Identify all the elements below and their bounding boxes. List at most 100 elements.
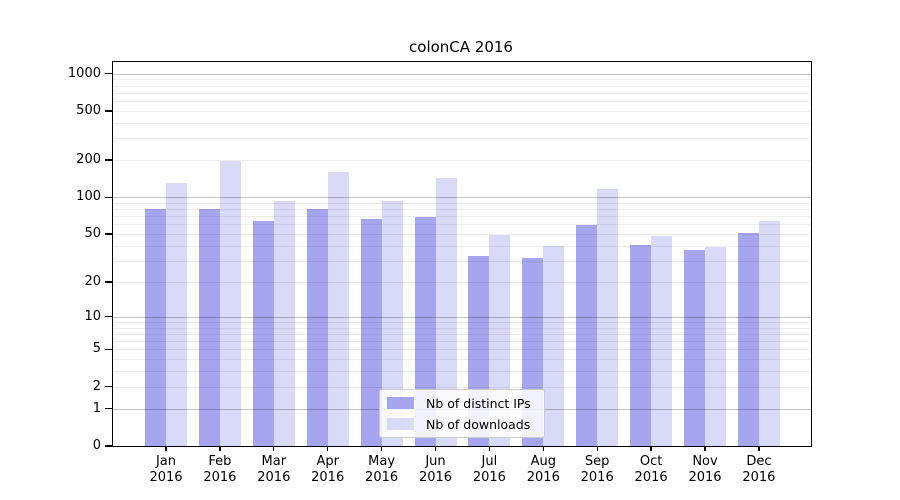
y-tick-label: 10 xyxy=(84,308,101,324)
gridline-minor xyxy=(113,260,811,262)
bar-downloads-jun xyxy=(435,178,457,446)
bar-downloads-apr xyxy=(327,171,349,446)
gridline-minor xyxy=(113,216,811,218)
month-label: Jul xyxy=(481,454,498,469)
year-label: 2016 xyxy=(311,470,345,485)
y-tick-mark xyxy=(105,281,112,283)
y-tick-label: 0 xyxy=(92,438,101,453)
y-tick-label: 200 xyxy=(76,152,101,168)
month-label: Jun xyxy=(425,454,446,469)
year-label: 2016 xyxy=(580,470,614,485)
y-tick-mark xyxy=(105,348,112,351)
bar-downloads-mar xyxy=(273,201,295,446)
legend-row: Nb of downloads xyxy=(387,414,537,435)
plot-area: 0 1 2 5 10 20 50 100 200 500 1000 Jan 2016 Feb 2016 Mar… xyxy=(68,61,812,485)
bar-downloads-oct xyxy=(651,236,673,446)
bar-ips-may xyxy=(360,218,382,446)
year-label: 2016 xyxy=(742,470,776,485)
legend-swatch-icon xyxy=(387,397,414,409)
bar-ips-jun xyxy=(414,217,436,446)
y-tick-mark xyxy=(105,110,112,112)
y-tick-mark xyxy=(105,159,112,161)
x-tick-mark xyxy=(380,446,383,451)
gridline-minor xyxy=(113,79,811,81)
gridline-major xyxy=(113,316,811,318)
gridline-minor xyxy=(113,327,811,329)
gridline-minor xyxy=(113,101,811,103)
bar-ips-dec xyxy=(737,233,759,446)
month-label: Mar xyxy=(261,454,287,469)
gridline-minor xyxy=(113,359,811,361)
month-label: Dec xyxy=(746,454,772,469)
gridline-minor xyxy=(113,138,811,140)
x-tick-label-aug: Aug 2016 xyxy=(511,454,575,486)
y-tick-mark xyxy=(105,407,112,410)
bar-downloads-may xyxy=(381,200,403,446)
gridline-minor xyxy=(113,111,811,112)
x-tick-mark xyxy=(165,446,167,451)
gridline-minor xyxy=(113,224,811,226)
year-label: 2016 xyxy=(472,470,506,485)
y-tick-mark xyxy=(105,196,112,198)
gridline-minor xyxy=(113,371,811,373)
y-tick-label: 2 xyxy=(92,378,101,394)
gridline-minor xyxy=(113,202,811,204)
gridline-minor xyxy=(113,209,811,211)
bar-downloads-nov xyxy=(705,247,726,446)
x-tick-label-dec: Dec 2016 xyxy=(727,454,791,486)
x-tick-mark xyxy=(219,446,221,451)
y-tick-mark xyxy=(105,72,112,75)
legend-label: Nb of downloads xyxy=(426,416,531,432)
bar-ips-sep xyxy=(576,225,598,446)
x-tick-label-apr: Apr 2016 xyxy=(296,454,360,486)
month-label: Nov xyxy=(692,454,718,469)
x-tick-label-mar: Mar 2016 xyxy=(242,454,306,486)
legend-swatch-icon xyxy=(387,418,414,430)
month-label: Feb xyxy=(208,454,232,469)
gridline-major xyxy=(113,197,811,199)
y-tick-mark xyxy=(105,386,112,388)
bar-downloads-sep xyxy=(597,188,619,446)
gridline-minor xyxy=(113,386,811,388)
y-tick-mark xyxy=(105,445,112,447)
x-tick-label-jan: Jan 2016 xyxy=(134,454,198,486)
bar-ips-feb xyxy=(198,208,220,446)
year-label: 2016 xyxy=(526,470,560,485)
bar-ips-apr xyxy=(306,208,328,446)
gridline-minor xyxy=(113,349,811,351)
x-tick-mark xyxy=(704,446,706,451)
bar-downloads-feb xyxy=(219,160,241,446)
gridline-minor xyxy=(113,281,811,283)
x-tick-mark xyxy=(596,446,598,451)
y-tick-label: 1 xyxy=(92,400,101,416)
year-label: 2016 xyxy=(418,470,453,485)
bar-downloads-aug xyxy=(543,245,565,446)
legend: Nb of distinct IPs Nb of downloads xyxy=(379,389,545,438)
x-tick-mark xyxy=(327,446,329,451)
bar-ips-mar xyxy=(252,221,274,446)
gridline-minor xyxy=(113,122,811,124)
x-tick-label-jun: Jun 2016 xyxy=(404,454,468,486)
year-label: 2016 xyxy=(203,470,237,485)
x-tick-label-feb: Feb 2016 xyxy=(188,454,252,486)
y-tick-label: 1000 xyxy=(67,65,101,81)
y-tick-mark xyxy=(105,233,112,235)
gridline-minor xyxy=(113,321,811,323)
gridline-minor xyxy=(113,85,811,87)
chart-title: colonCA 2016 xyxy=(409,38,513,56)
month-label: Oct xyxy=(639,454,663,469)
y-tick-label: 5 xyxy=(92,341,101,357)
x-tick-mark xyxy=(434,446,437,451)
legend-row: Nb of distinct IPs xyxy=(387,393,537,414)
bar-downloads-dec xyxy=(758,221,780,446)
gridline-minor xyxy=(113,341,811,343)
month-label: Apr xyxy=(316,454,339,469)
x-tick-mark xyxy=(542,446,544,451)
year-label: 2016 xyxy=(634,470,668,485)
y-tick-label: 50 xyxy=(84,226,101,242)
month-label: Aug xyxy=(530,454,556,469)
month-label: Jan xyxy=(155,454,177,469)
year-label: 2016 xyxy=(257,470,291,485)
year-label: 2016 xyxy=(149,470,183,485)
